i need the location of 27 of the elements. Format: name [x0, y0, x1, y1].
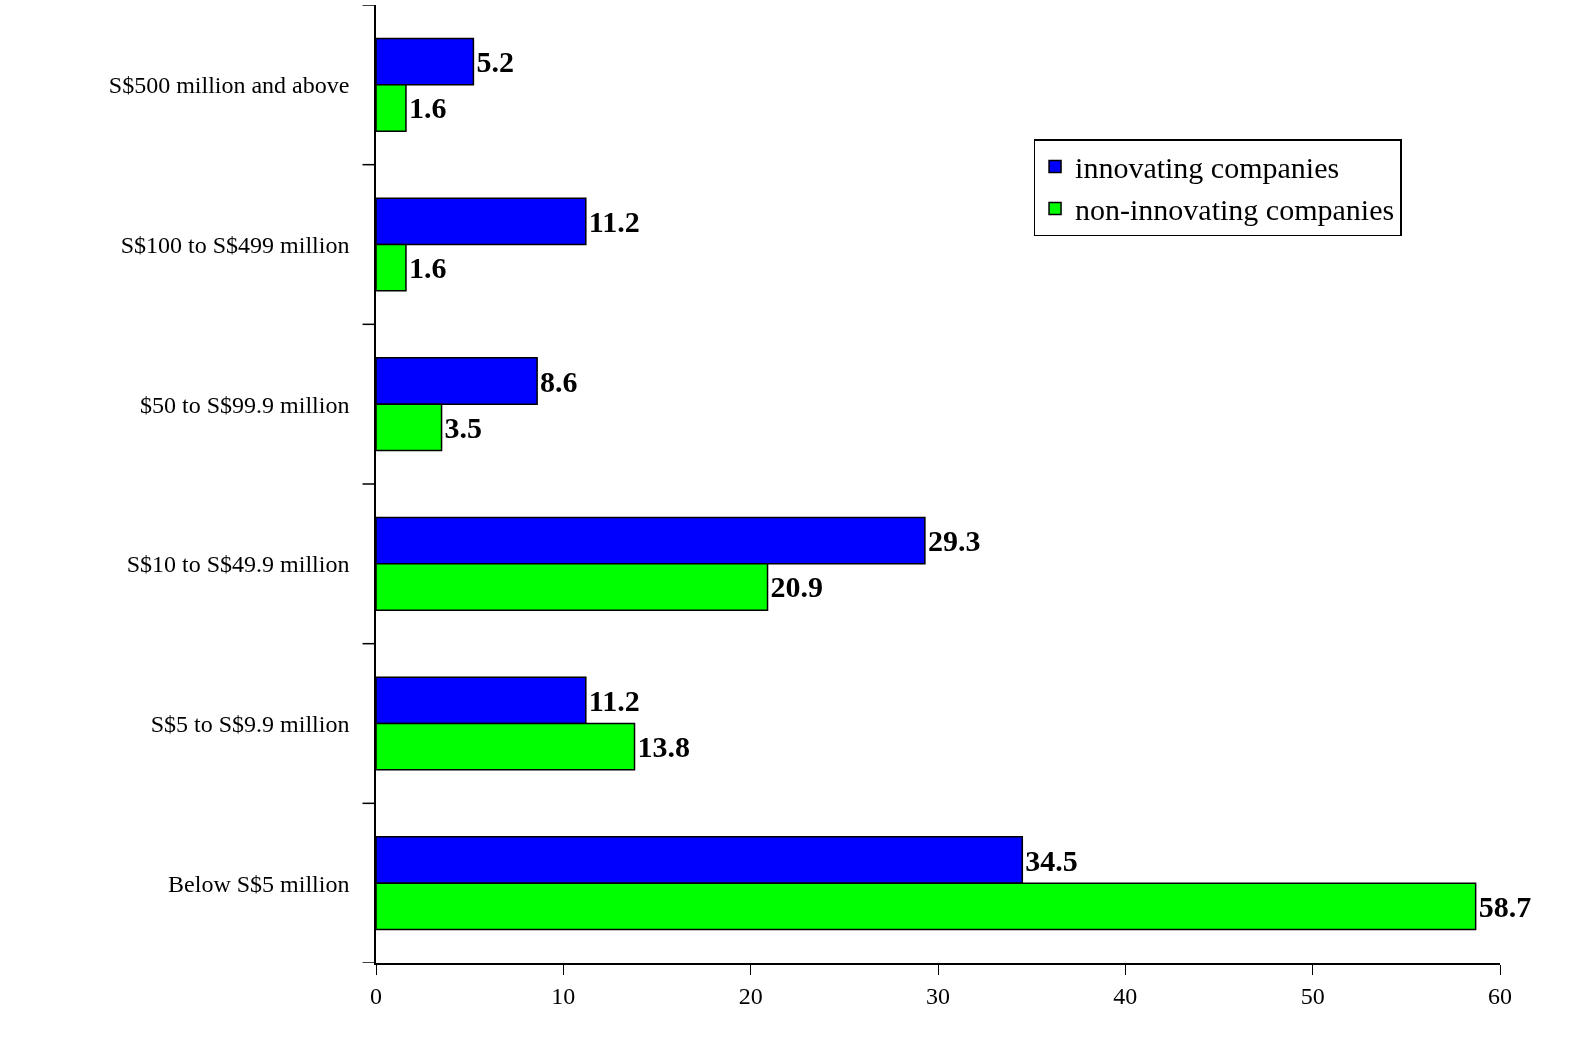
- x-tick-label: 30: [926, 982, 950, 1009]
- data-label: 1.6: [408, 251, 447, 285]
- data-label: 3.5: [444, 410, 483, 444]
- y-tick-label: Below S$5 million: [168, 870, 350, 897]
- data-label: 20.9: [770, 570, 824, 604]
- y-tick-label: $50 to S$99.9 million: [140, 391, 350, 418]
- data-label: 11.2: [588, 683, 640, 717]
- x-tick-label: 50: [1300, 982, 1325, 1009]
- y-tick-label: S$10 to S$49.9 million: [126, 551, 350, 578]
- y-tick-label: S$100 to S$499 million: [120, 231, 350, 258]
- data-label: 1.6: [408, 91, 447, 125]
- x-tick-label: 40: [1113, 982, 1138, 1009]
- data-label: 58.7: [1478, 889, 1532, 923]
- legend-label: innovating companies: [1075, 151, 1340, 185]
- y-tick-label: S$5 to S$9.9 million: [150, 710, 350, 737]
- x-tick-label: 60: [1488, 982, 1512, 1009]
- y-tick-label: S$500 million and above: [108, 72, 350, 99]
- data-label: 8.6: [540, 364, 578, 398]
- data-label: 11.2: [588, 204, 640, 238]
- data-label: 5.2: [476, 45, 514, 79]
- x-tick-label: 0: [370, 982, 382, 1009]
- data-label: 13.8: [637, 730, 691, 764]
- data-label: 34.5: [1025, 843, 1078, 877]
- data-label: 29.3: [927, 524, 981, 558]
- x-tick-label: 20: [738, 982, 763, 1009]
- x-tick-label: 10: [551, 982, 576, 1009]
- legend-label: non-innovating companies: [1075, 193, 1395, 227]
